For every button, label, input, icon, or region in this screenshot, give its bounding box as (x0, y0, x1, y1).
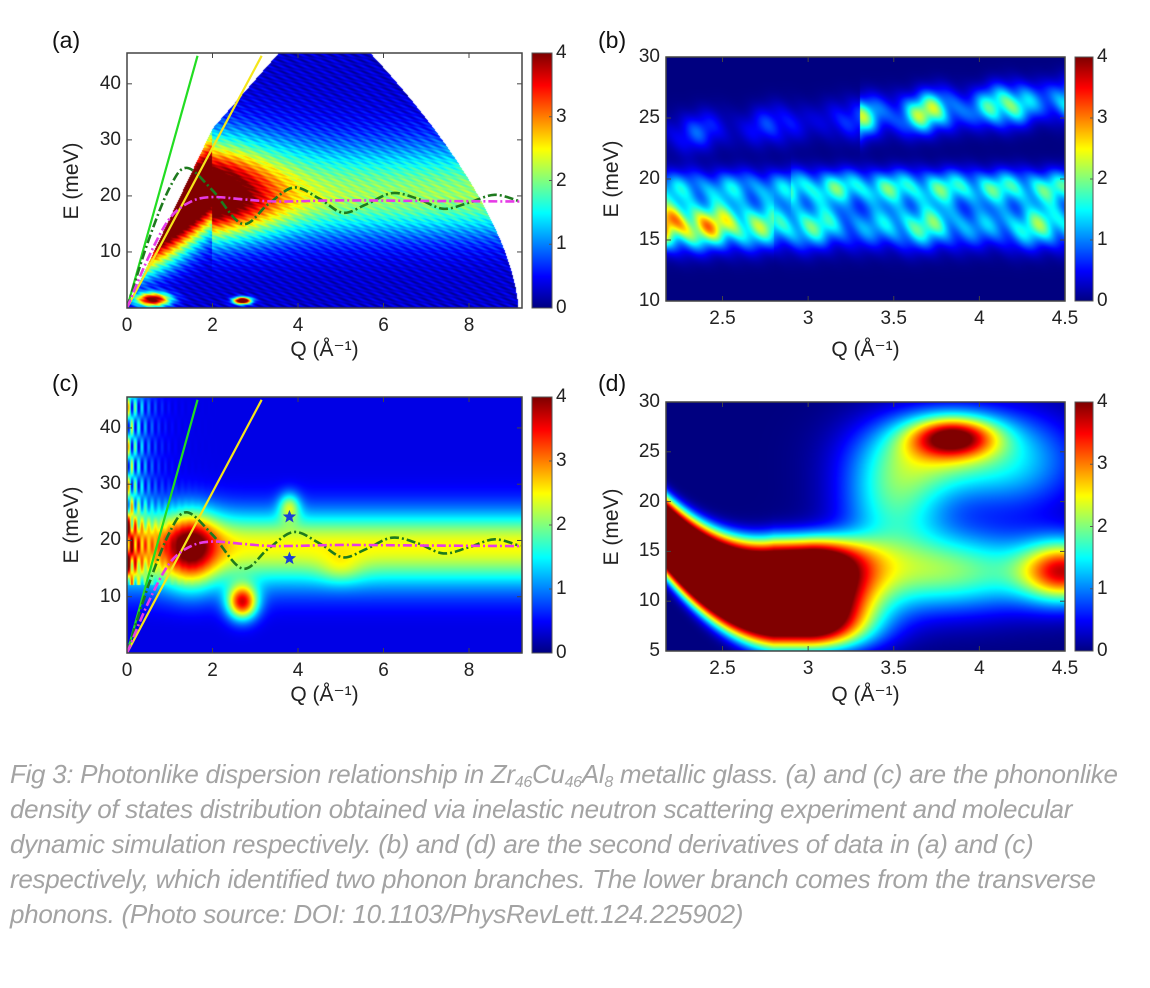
y-axis-label: E (meV) (60, 141, 83, 220)
caption-text-3: Al (581, 759, 605, 789)
x-tick-label: 4.5 (1051, 308, 1079, 329)
x-tick-label: 3 (802, 308, 814, 329)
y-tick-label: 5 (649, 640, 660, 661)
y-tick-label: 40 (99, 416, 121, 438)
x-tick-label: 3.5 (880, 308, 907, 329)
colorbar-tick-label: 4 (556, 386, 567, 407)
panel-label-d: (d) (598, 370, 627, 396)
y-tick-label: 10 (638, 590, 660, 612)
y-tick-label: 15 (638, 540, 660, 562)
x-axis-label: Q (Å⁻¹) (831, 338, 900, 361)
colorbar-tick-label: 1 (556, 233, 567, 255)
panel-label-c: (c) (52, 370, 79, 396)
caption-text-4: metallic glass. (a) and (c) are the phon… (10, 759, 1118, 929)
x-tick-label: 2 (207, 315, 218, 336)
x-tick-label: 8 (463, 315, 475, 336)
colorbar-tick-label: 1 (1097, 229, 1108, 250)
y-tick-label: 20 (638, 490, 660, 512)
y-tick-label: 30 (638, 46, 660, 67)
colorbar-tick-label: 0 (556, 642, 567, 663)
colorbar-tick-label: 2 (1097, 168, 1108, 189)
colorbar-tick-label: 3 (1097, 453, 1108, 475)
x-tick-label: 4 (292, 660, 304, 681)
x-tick-label: 0 (121, 660, 133, 681)
y-axis-label: E (meV) (600, 140, 623, 218)
colorbar-tick-label: 2 (556, 169, 567, 191)
y-tick-label: 25 (638, 440, 660, 462)
colorbar-tick-label: 2 (1097, 515, 1108, 537)
colorbar-tick-label: 0 (1097, 290, 1108, 311)
y-axis-label: E (meV) (60, 486, 83, 564)
x-axis-label: Q (Å⁻¹) (290, 683, 359, 706)
y-axis-label: E (meV) (600, 487, 623, 566)
colorbar-tick-label: 3 (1097, 107, 1108, 128)
y-tick-label: 40 (99, 72, 121, 94)
x-tick-label: 6 (378, 315, 389, 336)
colorbar-b (1075, 57, 1093, 301)
colorbar-c (532, 397, 552, 653)
caption-subscript-al: 8 (604, 774, 613, 791)
colorbar-tick-label: 3 (556, 105, 567, 127)
caption-subscript-zr: 46 (514, 774, 533, 791)
x-tick-label: 8 (463, 660, 475, 681)
heatmap-d (666, 402, 1065, 651)
y-tick-label: 15 (638, 229, 660, 250)
caption-text-2: Cu (531, 759, 565, 789)
colorbar-tick-label: 4 (1097, 391, 1108, 412)
colorbar-d (1075, 402, 1093, 651)
x-tick-label: 4 (974, 658, 985, 679)
colorbar-tick-label: 2 (556, 514, 567, 535)
colorbar-tick-label: 0 (556, 297, 567, 318)
caption-subscript-cu: 46 (564, 774, 583, 791)
heatmap-a (127, 53, 522, 308)
x-tick-label: 4 (974, 308, 985, 329)
colorbar-tick-label: 4 (1097, 46, 1108, 67)
colorbar-tick-label: 3 (556, 450, 567, 471)
x-axis-label: Q (Å⁻¹) (831, 683, 900, 706)
panel-label-b: (b) (598, 27, 627, 53)
x-tick-label: 2.5 (709, 658, 736, 679)
colorbar-tick-label: 1 (1097, 577, 1108, 599)
heatmap-c (127, 397, 522, 653)
x-tick-label: 4 (292, 315, 304, 336)
x-tick-label: 6 (378, 660, 389, 681)
y-tick-label: 25 (638, 107, 660, 128)
x-tick-label: 0 (121, 315, 133, 336)
y-tick-label: 30 (638, 391, 660, 412)
x-tick-label: 3 (802, 658, 814, 679)
colorbar-tick-label: 4 (556, 42, 567, 63)
x-tick-label: 2 (207, 660, 218, 681)
figure-caption: Fig 3: Photonlike dispersion relationshi… (10, 757, 1140, 932)
y-tick-label: 20 (99, 184, 121, 206)
x-tick-label: 3.5 (880, 658, 907, 679)
panel-label-a: (a) (52, 27, 81, 53)
colorbar-tick-label: 1 (556, 578, 567, 599)
y-tick-label: 10 (638, 290, 660, 311)
y-tick-label: 10 (99, 240, 121, 262)
caption-text-1: Fig 3: Photonlike dispersion relationshi… (10, 759, 515, 789)
x-tick-label: 2.5 (709, 308, 736, 329)
y-tick-label: 10 (99, 585, 121, 607)
colorbar-tick-label: 0 (1097, 640, 1108, 661)
y-tick-label: 30 (99, 128, 121, 150)
heatmap-b (666, 57, 1065, 301)
x-tick-label: 4.5 (1051, 658, 1079, 679)
x-axis-label: Q (Å⁻¹) (290, 338, 359, 361)
y-tick-label: 30 (99, 473, 121, 495)
y-tick-label: 20 (99, 529, 121, 551)
y-tick-label: 20 (638, 168, 660, 189)
colorbar-a (532, 53, 552, 308)
